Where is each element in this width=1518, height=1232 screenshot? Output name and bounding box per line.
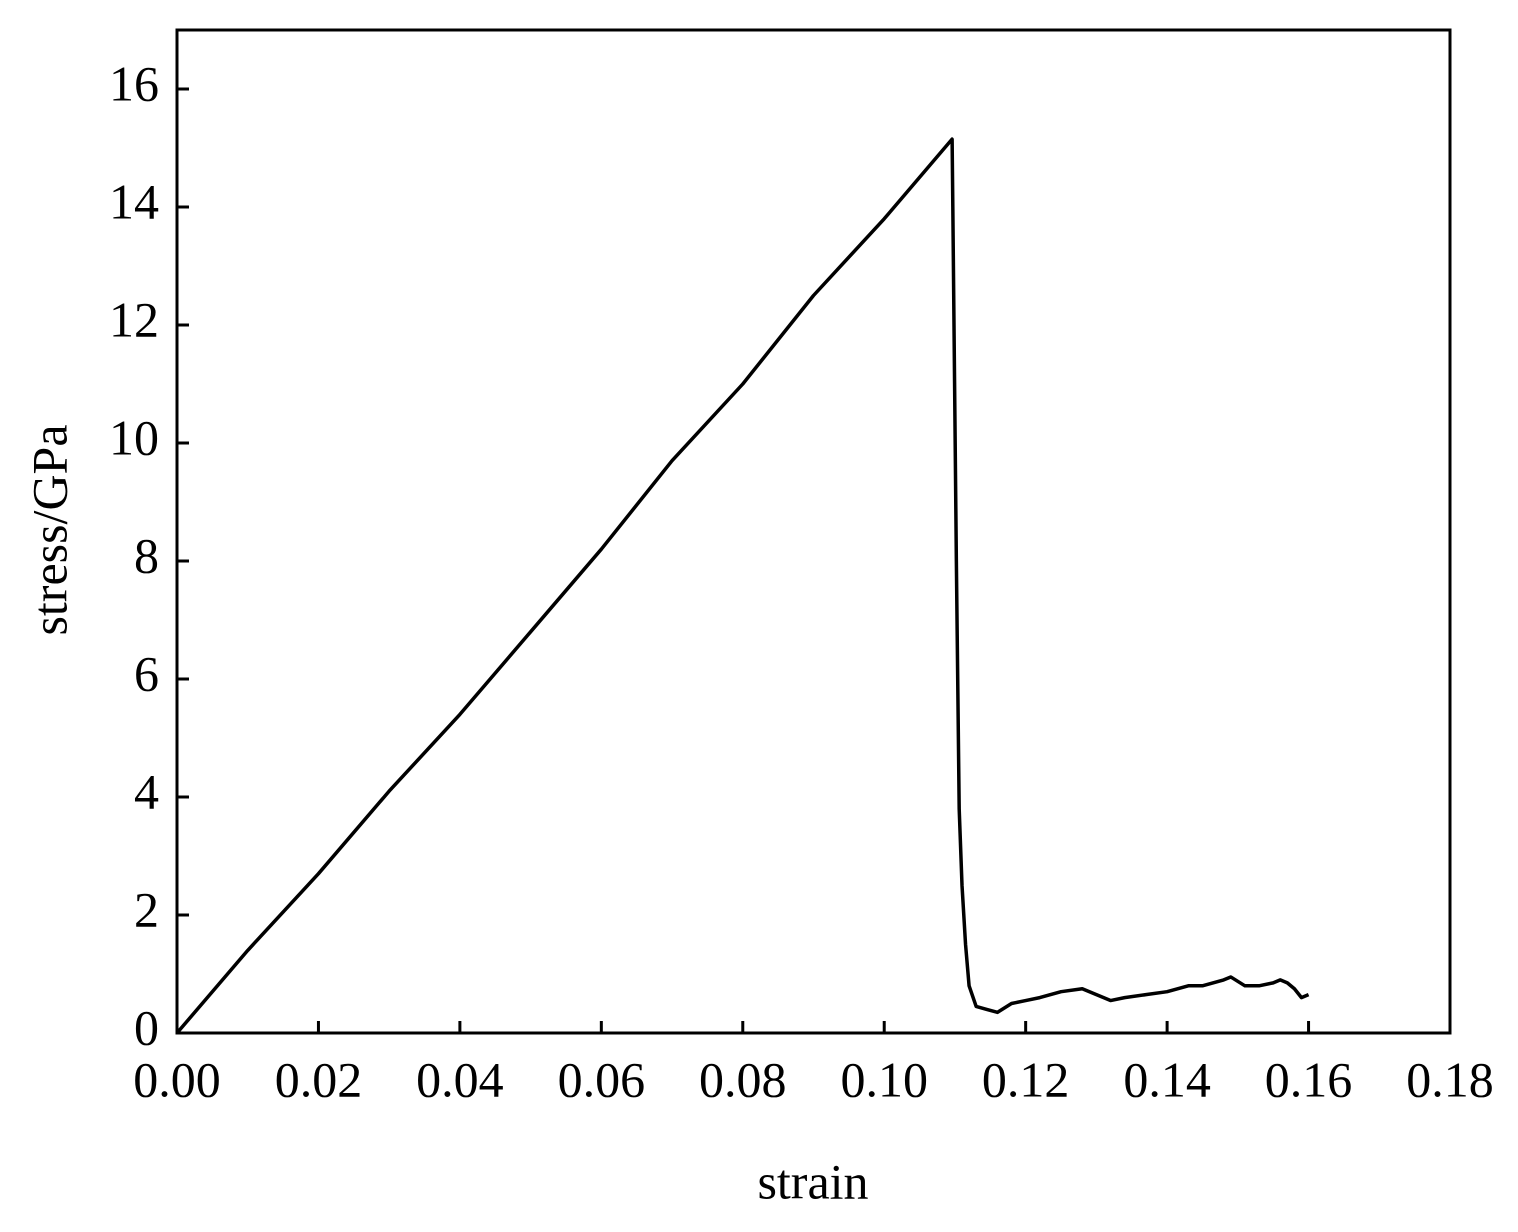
y-tick-label: 2: [134, 881, 159, 937]
y-tick-label: 6: [134, 645, 159, 701]
x-tick-label: 0.12: [982, 1051, 1070, 1107]
x-axis-title: strain: [757, 1153, 868, 1209]
x-tick-label: 0.00: [133, 1051, 221, 1107]
y-tick-label: 4: [134, 763, 159, 819]
x-tick-label: 0.02: [275, 1051, 363, 1107]
y-tick-label: 14: [109, 173, 159, 229]
y-axis-title: stress/GPa: [21, 424, 77, 635]
plot-frame: [175, 28, 1452, 1035]
x-tick-label: 0.04: [416, 1051, 504, 1107]
y-tick-label: 8: [134, 527, 159, 583]
x-tick-label: 0.06: [558, 1051, 646, 1107]
x-tick-label: 0.10: [840, 1051, 928, 1107]
line-series: [175, 137, 1310, 1035]
y-tick-label: 16: [109, 55, 159, 111]
y-tick-label: 10: [109, 409, 159, 465]
y-tick-label: 0: [134, 999, 159, 1055]
y-tick-label: 12: [109, 291, 159, 347]
x-tick-label: 0.18: [1406, 1051, 1494, 1107]
x-tick-label: 0.14: [1123, 1051, 1211, 1107]
x-tick-label: 0.08: [699, 1051, 787, 1107]
x-tick-label: 0.16: [1265, 1051, 1353, 1107]
